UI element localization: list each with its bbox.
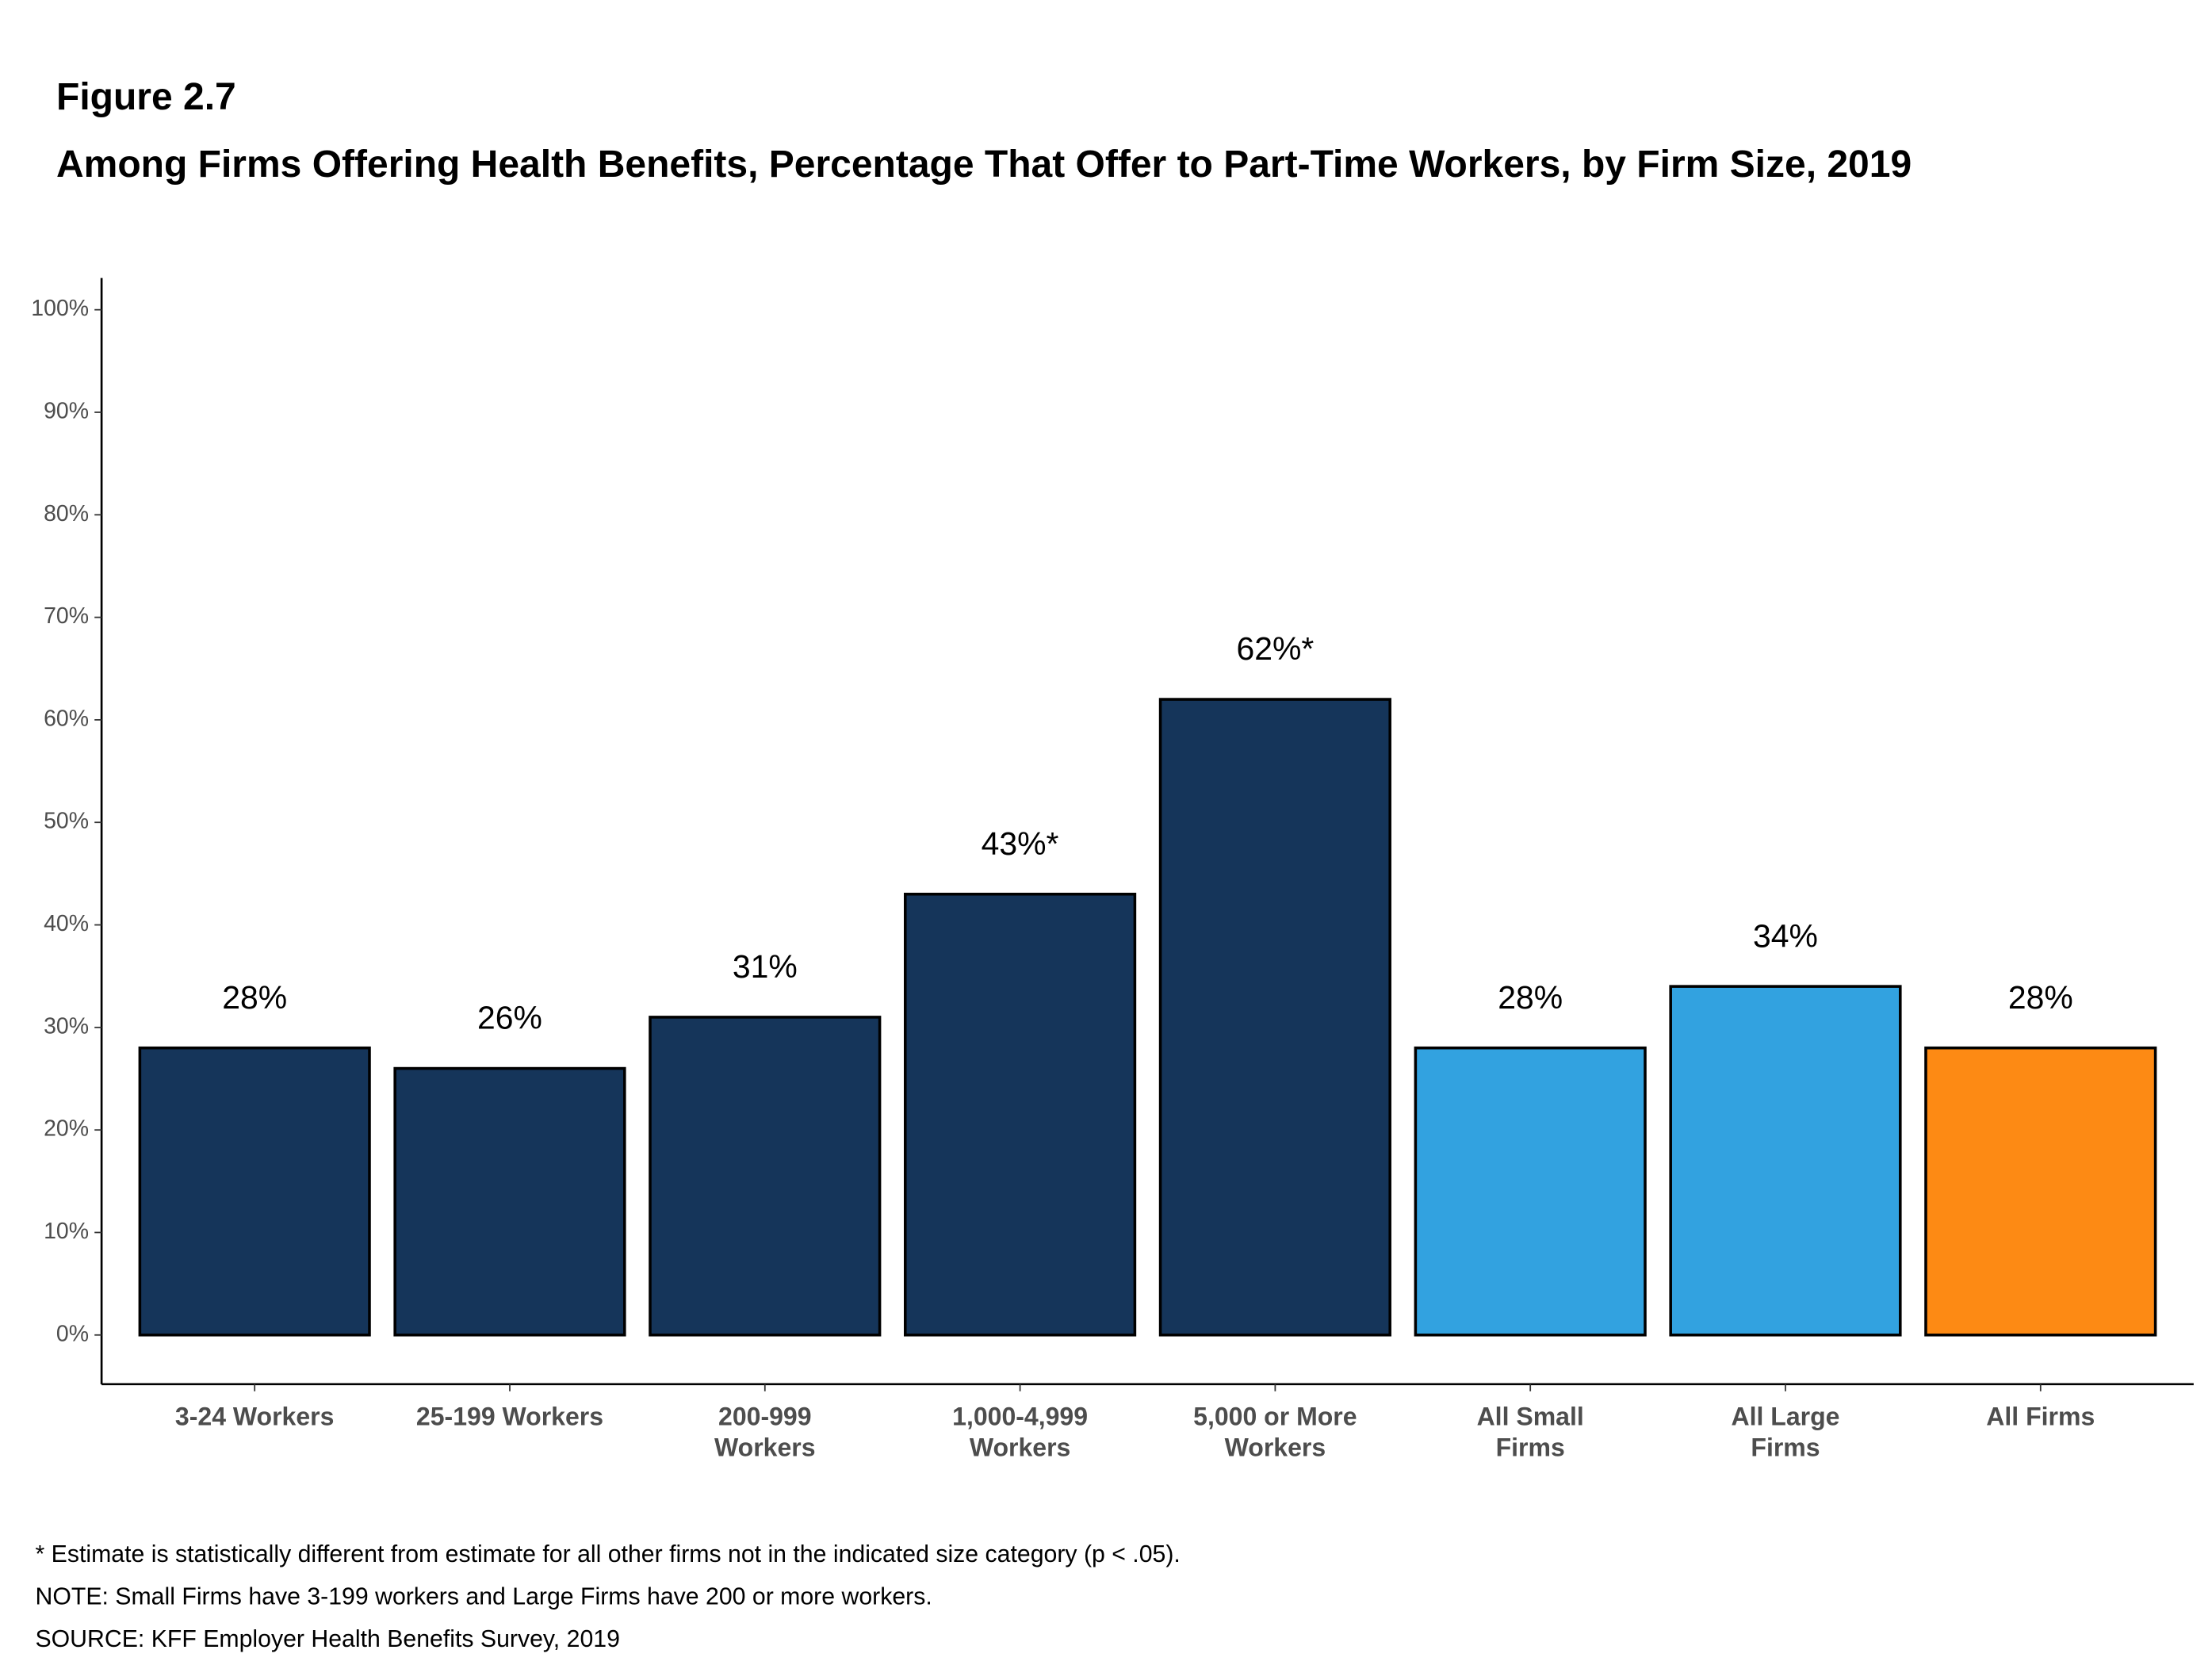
y-tick-label: 80% (44, 501, 89, 526)
chart-title: Among Firms Offering Health Benefits, Pe… (56, 144, 1912, 186)
value-label: 28% (2008, 979, 2073, 1016)
footnote: SOURCE: KFF Employer Health Benefits Sur… (35, 1626, 619, 1652)
x-tick-label: All Small Firms (1477, 1402, 1584, 1461)
bar (138, 1046, 371, 1337)
x-tick-label: All Large Firms (1731, 1402, 1839, 1461)
footnote: * Estimate is statistically different fr… (35, 1541, 1180, 1567)
x-tick-label: All Firms (1986, 1402, 2095, 1430)
y-tick-label: 60% (44, 706, 89, 731)
value-label: 43%* (982, 825, 1059, 862)
value-label: 28% (222, 979, 287, 1016)
x-tick-label: 200-999 Workers (714, 1402, 816, 1461)
y-tick-label: 70% (44, 603, 89, 629)
figure-label: Figure 2.7 (56, 76, 236, 118)
y-tick-label: 0% (56, 1321, 89, 1346)
x-tick-label: 5,000 or More Workers (1193, 1402, 1357, 1461)
bar (1669, 985, 1902, 1337)
value-label: 26% (477, 1000, 542, 1036)
x-tick-label: 3-24 Workers (175, 1402, 334, 1430)
x-tick-label: 1,000-4,999 Workers (952, 1402, 1088, 1461)
bar (1158, 698, 1391, 1337)
bar (1414, 1046, 1647, 1337)
bar (393, 1066, 626, 1337)
y-tick-label: 40% (44, 911, 89, 936)
value-label: 31% (733, 948, 798, 985)
y-tick-label: 30% (44, 1013, 89, 1039)
footnote: NOTE: Small Firms have 3-199 workers and… (35, 1583, 932, 1610)
value-label: 28% (1498, 979, 1563, 1016)
y-tick-label: 10% (44, 1219, 89, 1244)
y-tick-label: 100% (31, 296, 89, 321)
bar (1924, 1046, 2157, 1337)
bar (904, 892, 1137, 1337)
header: Figure 2.7 Among Firms Offering Health B… (56, 63, 2118, 198)
bar (649, 1016, 882, 1337)
y-tick-label: 20% (44, 1116, 89, 1142)
value-label: 34% (1753, 917, 1818, 954)
y-tick-label: 90% (44, 399, 89, 424)
x-tick-label: 25-199 Workers (416, 1402, 603, 1430)
value-label: 62%* (1236, 630, 1314, 667)
y-tick-label: 50% (44, 809, 89, 834)
